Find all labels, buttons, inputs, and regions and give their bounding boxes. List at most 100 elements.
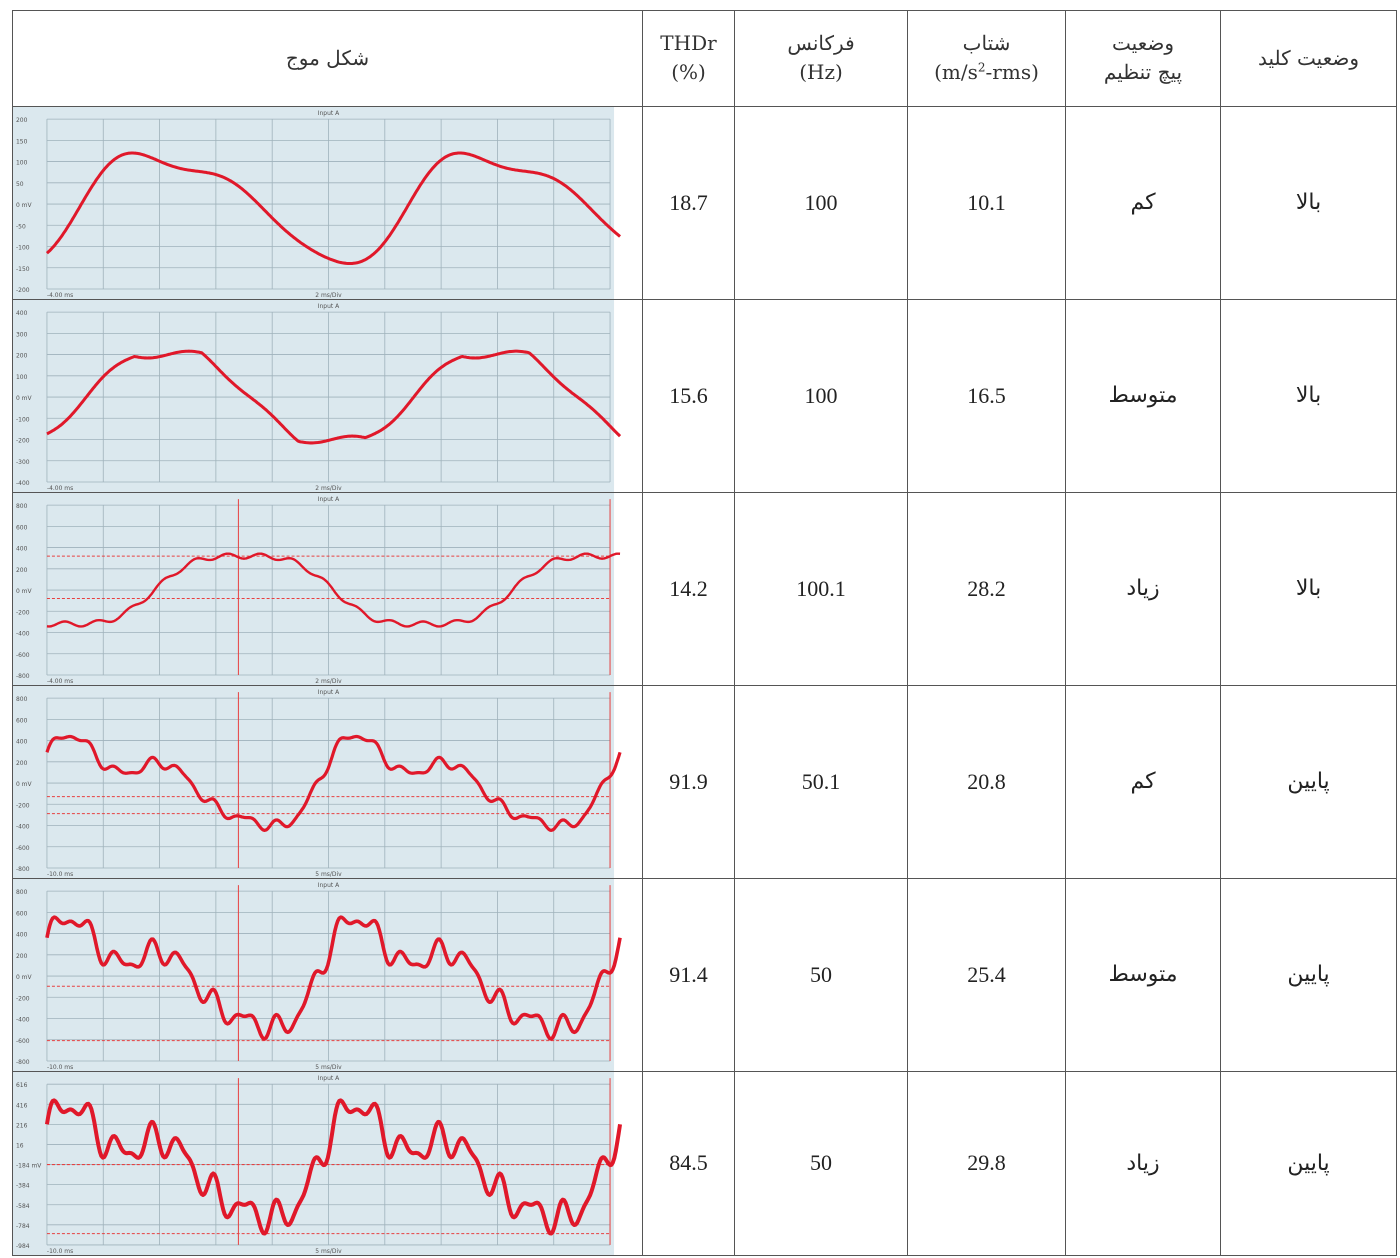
- scope-ytick: -200: [16, 437, 30, 444]
- scope-title: Input A: [318, 689, 340, 696]
- scope-plot: 800 600 400 200 0 mV -200 -400 -600 -800 Input A 2…: [13, 492, 621, 685]
- waveform-trace: [46, 552, 621, 628]
- scope-plot: 800 600 400 200 0 mV -200 -400 -600 -800 Input A 5…: [13, 685, 622, 878]
- accel-unit-pre: (m/s: [934, 60, 978, 85]
- thd-value: 18.7: [642, 105, 735, 300]
- header-frequency-unit: (Hz): [799, 60, 843, 85]
- scope-ytick: 0 mV: [16, 202, 32, 209]
- scope-ytick: 150: [16, 138, 28, 145]
- scope-background: [13, 106, 615, 299]
- waveform-cell: 400 300 200 100 0 mV -100 -200 -300 -400 Input A 2…: [12, 298, 643, 493]
- table-row: 400 300 200 100 0 mV -100 -200 -300 -400 Input A 2…: [12, 298, 1397, 493]
- scope-timebase: 5 ms/Div: [315, 1064, 342, 1071]
- scope-grid: [46, 504, 611, 676]
- scope-ytick: 200: [16, 953, 28, 960]
- scope-plot: 400 300 200 100 0 mV -100 -200 -300 -400 Input A 2…: [13, 299, 622, 492]
- scope-ytick: 200: [16, 352, 28, 359]
- header-thd-name: THDr: [660, 31, 717, 56]
- scope-ytick: -150: [16, 265, 30, 272]
- thd-value: 91.9: [642, 684, 735, 879]
- header-acceleration: شتاب (m/s2-rms): [907, 10, 1066, 107]
- scope-ytick: -800: [16, 673, 30, 680]
- header-thd: THDr (%): [642, 10, 735, 107]
- scope-ytick: -200: [16, 287, 30, 294]
- switch-state-value: پایین: [1220, 684, 1397, 879]
- scope-start-time: -4.00 ms: [47, 292, 73, 299]
- scope-ytick: 216: [16, 1122, 28, 1129]
- scope-start-time: -10.0 ms: [47, 871, 73, 878]
- scope-timebase: 5 ms/Div: [315, 1248, 342, 1255]
- scope-title: Input A: [318, 303, 340, 310]
- scope-ytick: -200: [16, 609, 30, 616]
- header-frequency-name: فرکانس: [787, 31, 855, 56]
- switch-state-value: پایین: [1220, 877, 1397, 1072]
- waveform-cell: 616 416 216 16 -184 mV -384 -584 -784 -984 Input …: [12, 1070, 643, 1257]
- scope-ytick: -50: [16, 223, 26, 230]
- table-row: 616 416 216 16 -184 mV -384 -584 -784 -984 Input …: [12, 1070, 1397, 1257]
- table-row: 800 600 400 200 0 mV -200 -400 -600 -800 Input A 2…: [12, 491, 1397, 686]
- accel-unit-post: -rms): [985, 60, 1039, 85]
- thd-value: 15.6: [642, 298, 735, 493]
- screw-state-value: زیاد: [1065, 491, 1221, 686]
- frequency-value: 100.1: [734, 491, 908, 686]
- scope-ytick: -600: [16, 845, 30, 852]
- frequency-value: 100: [734, 298, 908, 493]
- waveform-cell: 800 600 400 200 0 mV -200 -400 -600 -800 Input A 2…: [12, 491, 643, 686]
- scope-ytick: -600: [16, 1038, 30, 1045]
- thd-value: 91.4: [642, 877, 735, 1072]
- waveform-trace: [44, 1098, 623, 1236]
- scope-ytick: -984: [16, 1243, 30, 1250]
- scope-ytick: 800: [16, 503, 28, 510]
- scope-grid: [46, 890, 611, 1062]
- header-acceleration-name: شتاب: [962, 31, 1011, 56]
- scope-ytick: 100: [16, 373, 28, 380]
- scope-ytick: 200: [16, 117, 28, 124]
- waveform-trace: [45, 151, 622, 265]
- header-frequency: فرکانس (Hz): [734, 10, 908, 107]
- scope-ytick: 400: [16, 738, 28, 745]
- scope-background: [13, 685, 615, 878]
- screw-state-value: زیاد: [1065, 1070, 1221, 1257]
- scope-ytick: 600: [16, 717, 28, 724]
- screw-state-value: کم: [1065, 684, 1221, 879]
- scope-title: Input A: [318, 882, 340, 889]
- scope-ytick: 800: [16, 889, 28, 896]
- scope-ytick: -800: [16, 866, 30, 873]
- frequency-value: 50: [734, 877, 908, 1072]
- scope-plot: 200 150 100 50 0 mV -50 -100 -150 -200 Input A 2 m…: [13, 106, 622, 299]
- scope-ytick: 0 mV: [16, 974, 32, 981]
- switch-state-value: پایین: [1220, 1070, 1397, 1257]
- waveform-cell: 200 150 100 50 0 mV -50 -100 -150 -200 Input A 2 m…: [12, 105, 643, 300]
- acceleration-value: 25.4: [907, 877, 1066, 1072]
- scope-ytick: 200: [16, 760, 28, 767]
- scope-ytick: -400: [16, 480, 30, 487]
- scope-ytick: 400: [16, 931, 28, 938]
- header-row: شکل موج THDr (%) فرکانس (Hz) شتاب (m/s2-…: [12, 10, 1397, 107]
- thd-value: 84.5: [642, 1070, 735, 1257]
- waveform-trace: [45, 734, 622, 832]
- scope-timebase: 2 ms/Div: [315, 678, 342, 685]
- scope-ytick: 616: [16, 1082, 28, 1089]
- scope-title: Input A: [318, 1075, 340, 1082]
- scope-ytick: -800: [16, 1059, 30, 1066]
- scope-start-time: -10.0 ms: [47, 1248, 73, 1255]
- thd-value: 14.2: [642, 491, 735, 686]
- header-screw-line1: وضعیت: [1112, 31, 1174, 56]
- scope-ytick: 400: [16, 545, 28, 552]
- switch-state-value: بالا: [1220, 105, 1397, 300]
- scope-ytick: -100: [16, 244, 30, 251]
- acceleration-value: 29.8: [907, 1070, 1066, 1257]
- scope-ytick: -100: [16, 416, 30, 423]
- waveform-cell: 800 600 400 200 0 mV -200 -400 -600 -800 Input A 5…: [12, 684, 643, 879]
- scope-ytick: -400: [16, 823, 30, 830]
- screw-state-value: کم: [1065, 105, 1221, 300]
- scope-background: [13, 299, 615, 492]
- scope-ytick: -400: [16, 1016, 30, 1023]
- table-row: 800 600 400 200 0 mV -200 -400 -600 -800 Input A 5…: [12, 684, 1397, 879]
- scope-ytick: 16: [16, 1142, 24, 1149]
- switch-state-value: بالا: [1220, 298, 1397, 493]
- scope-start-time: -4.00 ms: [47, 678, 73, 685]
- scope-ytick: 400: [16, 310, 28, 317]
- scope-ytick: -200: [16, 802, 30, 809]
- switch-state-value: بالا: [1220, 491, 1397, 686]
